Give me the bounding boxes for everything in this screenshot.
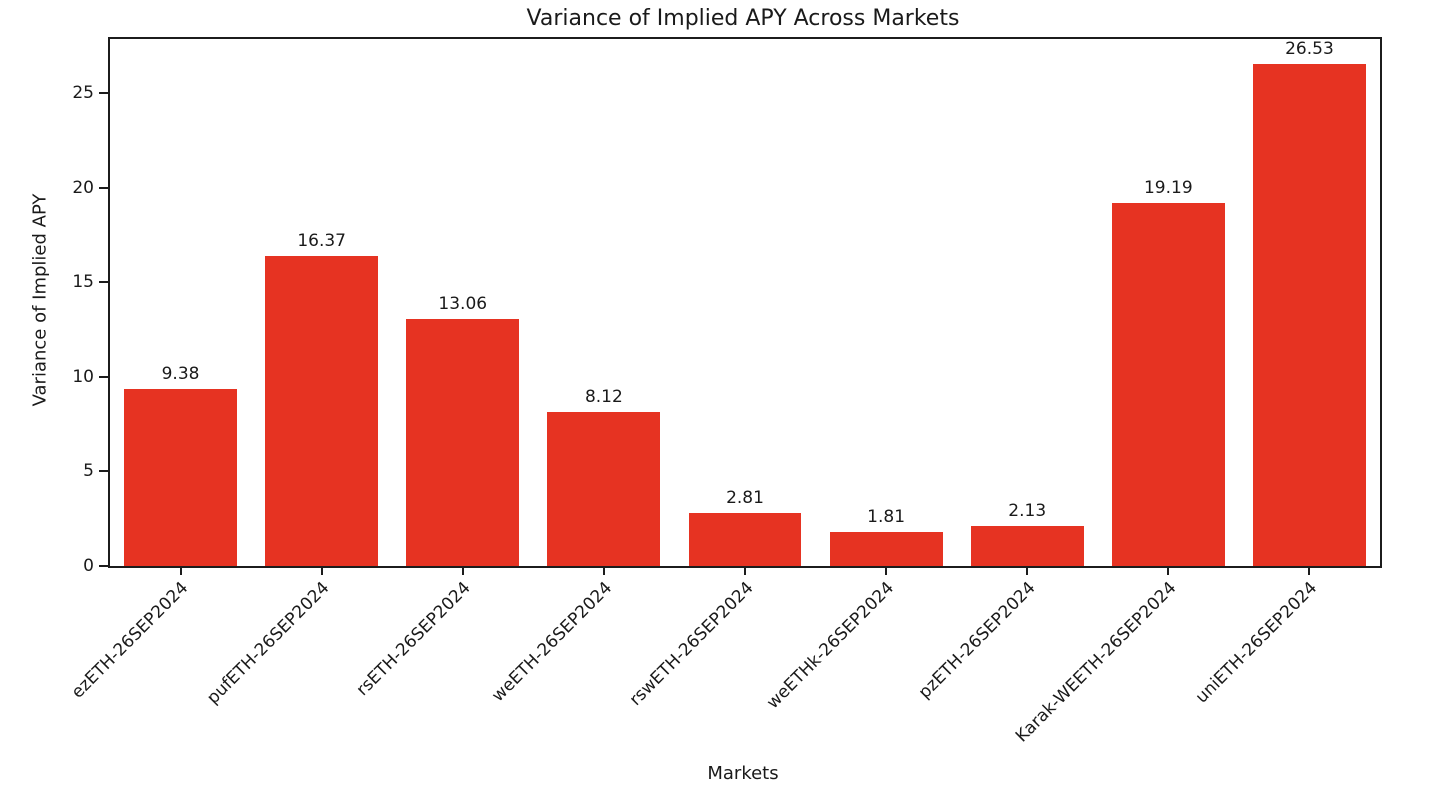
y-tick-label: 5 <box>83 461 94 482</box>
bar-weETHk-26SEP2024 <box>829 531 943 566</box>
x-tick-label-weETHk-26SEP2024: weETHk-26SEP2024 <box>763 578 899 714</box>
bar-weETH-26SEP2024 <box>547 412 661 566</box>
y-tick-mark <box>99 470 108 473</box>
x-tick-label-rswETH-26SEP2024: rswETH-26SEP2024 <box>625 578 758 710</box>
y-tick-mark <box>99 565 108 567</box>
bar-value-label: 26.53 <box>1285 39 1334 60</box>
x-tick-label-ezETH-26SEP2024: ezETH-26SEP2024 <box>68 578 193 703</box>
bar-Karak-WEETH-26SEP2024 <box>1111 203 1225 566</box>
x-tick-label-pzETH-26SEP2024: pzETH-26SEP2024 <box>914 578 1040 703</box>
x-axis-label: Markets <box>707 763 779 784</box>
bar-value-label: 13.06 <box>438 293 488 314</box>
y-tick-label: 10 <box>72 366 94 387</box>
x-tick-mark <box>602 566 605 575</box>
bar-value-label: 2.13 <box>1008 500 1047 521</box>
y-tick-mark <box>99 281 108 284</box>
x-tick-mark <box>179 566 182 575</box>
y-tick-mark <box>99 92 108 95</box>
bar-rsETH-26SEP2024 <box>406 318 520 566</box>
plot-area: 0 5 10 15 20 25 9.38 ezETH-26SEP2024 16.37 pufETH… <box>68 37 1382 746</box>
x-tick-mark <box>744 566 746 575</box>
y-axis-label: Variance of Implied APY <box>29 193 51 407</box>
x-tick-label-pufETH-26SEP2024: pufETH-26SEP2024 <box>203 578 334 709</box>
y-tick-mark <box>99 375 108 378</box>
bar-value-label: 19.19 <box>1143 178 1193 198</box>
bar-value-label: 16.37 <box>297 231 346 252</box>
x-tick-label-rsETH-26SEP2024: rsETH-26SEP2024 <box>352 578 475 701</box>
chart-title: Variance of Implied APY Across Markets <box>526 6 960 31</box>
x-tick-label-weETH-26SEP2024: weETH-26SEP2024 <box>487 578 617 707</box>
y-tick-label: 25 <box>72 83 94 104</box>
x-tick-mark <box>1026 566 1029 575</box>
bar-pzETH-26SEP2024 <box>970 525 1084 566</box>
bar-value-label: 8.12 <box>584 387 623 408</box>
bar-ezETH-26SEP2024 <box>124 388 237 566</box>
x-tick-mark <box>1167 566 1170 575</box>
x-tick-mark <box>885 566 888 575</box>
x-tick-mark <box>461 566 464 575</box>
y-tick-label: 15 <box>72 272 94 293</box>
bar-value-label: 2.81 <box>726 487 764 508</box>
y-tick-mark <box>99 186 108 189</box>
y-tick-label: 0 <box>83 556 94 576</box>
x-tick-label-Karak-WEETH-26SEP2024: Karak-WEETH-26SEP2024 <box>1012 578 1181 747</box>
y-tick-label: 20 <box>72 177 94 198</box>
bar-value-label: 9.38 <box>161 363 200 384</box>
bar-pufETH-26SEP2024 <box>265 256 379 566</box>
bar-value-label: 1.81 <box>867 506 906 527</box>
x-tick-label-uniETH-26SEP2024: uniETH-26SEP2024 <box>1192 578 1322 708</box>
bar-rswETH-26SEP2024 <box>688 512 802 566</box>
x-tick-mark <box>1308 566 1311 575</box>
bar-uniETH-26SEP2024 <box>1253 64 1366 566</box>
x-tick-mark <box>320 566 323 575</box>
